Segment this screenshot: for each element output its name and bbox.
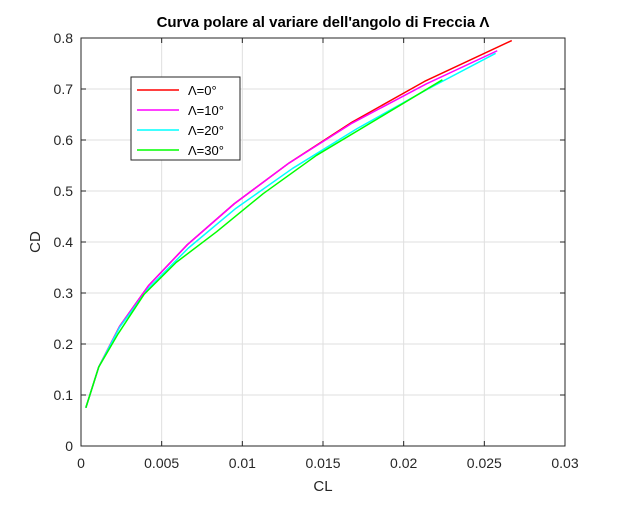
- legend-entries: Λ=0° Λ=10° Λ=20° Λ=30°: [137, 83, 224, 158]
- x-tick-label: 0: [77, 455, 85, 471]
- y-tick-label: 0.5: [54, 183, 74, 199]
- y-tick-label: 0.1: [54, 387, 74, 403]
- x-tick-label: 0.005: [144, 455, 179, 471]
- chart-title: Curva polare al variare dell'angolo di F…: [157, 14, 490, 31]
- y-axis-label: CD: [27, 231, 44, 253]
- y-tick-label: 0: [65, 438, 73, 454]
- legend-label-0: Λ=0°: [188, 83, 217, 98]
- series-line-3: [85, 79, 443, 408]
- legend-label-3: Λ=30°: [188, 143, 224, 158]
- x-tick-label: 0.02: [390, 455, 417, 471]
- y-tick-label: 0.8: [54, 30, 74, 46]
- grid: [81, 38, 565, 446]
- x-axis-label: CL: [313, 478, 332, 495]
- y-tick-label: 0.6: [54, 132, 74, 148]
- y-tick-label: 0.7: [54, 81, 74, 97]
- x-tick-label: 0.025: [467, 455, 502, 471]
- x-tick-label: 0.03: [551, 455, 578, 471]
- legend-label-1: Λ=10°: [188, 103, 224, 118]
- legend: Λ=0° Λ=10° Λ=20° Λ=30°: [130, 76, 241, 161]
- legend-label-2: Λ=20°: [188, 123, 224, 138]
- y-tick-label: 0.4: [54, 234, 74, 250]
- legend-box: [130, 76, 241, 161]
- y-tick-label: 0.2: [54, 336, 74, 352]
- x-tick-label: 0.01: [229, 455, 256, 471]
- y-tick-label: 0.3: [54, 285, 74, 301]
- series-group: [85, 39, 513, 408]
- ticks: 0 0.005 0.01 0.015 0.02 0.025 0.03 0 0.1 0.2 0.3 0.…: [54, 30, 579, 471]
- series-line-2: [85, 52, 496, 408]
- x-tick-label: 0.015: [305, 455, 340, 471]
